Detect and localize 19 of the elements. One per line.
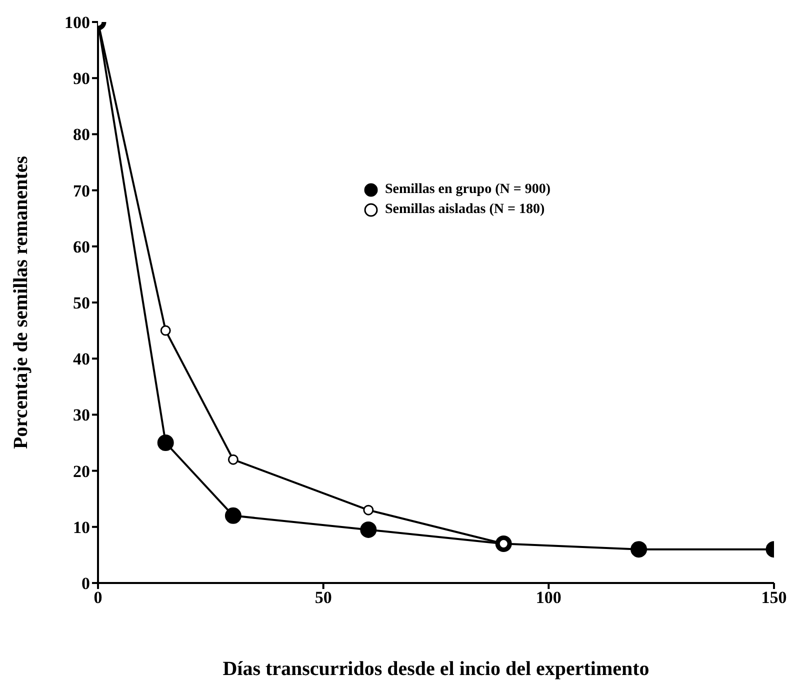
- y-tick-label: 30: [73, 406, 90, 425]
- x-tick-label: 50: [314, 588, 332, 608]
- x-axis-title: Días transcurridos desde el incio del expertimento: [222, 658, 650, 680]
- y-tick-label: 80: [73, 125, 90, 144]
- y-tick-label: 60: [73, 237, 90, 256]
- y-tick-label: 90: [73, 69, 90, 88]
- x-tick-label: 0: [94, 588, 102, 608]
- y-tick-label: 20: [73, 462, 90, 481]
- y-tick-label: 10: [73, 518, 90, 537]
- legend-label: Semillas en grupo (N = 900): [385, 181, 550, 199]
- y-tick-label: 40: [73, 350, 90, 369]
- x-tick-label: 150: [761, 588, 787, 608]
- y-axis-title: Porcentaje de semillas remanentes: [10, 156, 32, 450]
- legend-label: Semillas aisladas (N = 180): [385, 201, 545, 219]
- x-tick-label: 100: [536, 588, 562, 608]
- y-tick-label: 0: [82, 574, 90, 594]
- y-tick-label: 100: [64, 13, 90, 32]
- y-tick-label: 50: [73, 294, 90, 313]
- y-tick-label: 70: [73, 181, 90, 200]
